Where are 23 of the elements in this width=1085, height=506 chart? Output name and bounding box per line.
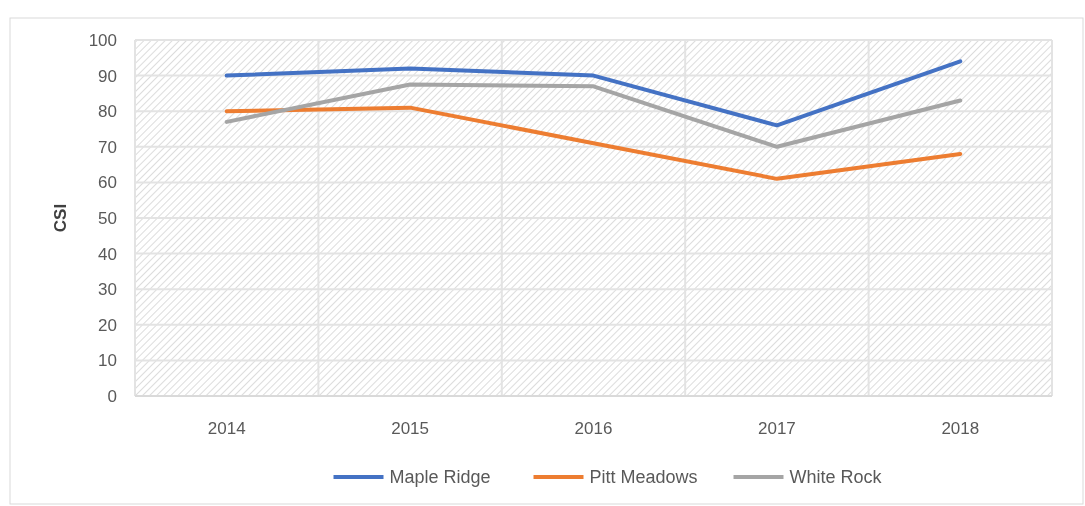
x-tick-label: 2014 xyxy=(207,419,246,438)
y-tick-label: 50 xyxy=(98,208,117,228)
y-tick-label: 0 xyxy=(107,386,117,406)
x-tick-label: 2016 xyxy=(574,419,613,438)
x-tick-label: 2017 xyxy=(757,419,796,438)
y-tick-label: 10 xyxy=(98,351,117,371)
line-series xyxy=(224,105,963,181)
y-tick-label: 80 xyxy=(98,102,117,122)
legend-label: Maple Ridge xyxy=(389,467,491,488)
x-tick-label: 2018 xyxy=(941,419,980,438)
line-series xyxy=(224,59,963,128)
y-tick-label: 30 xyxy=(98,280,117,300)
y-axis-title: CSI xyxy=(51,203,70,233)
line-series xyxy=(224,82,963,149)
y-tick-label: 90 xyxy=(98,66,117,86)
y-tick-label: 60 xyxy=(98,173,117,193)
legend-label: Pitt Meadows xyxy=(589,467,698,488)
y-tick-label: 100 xyxy=(88,30,117,50)
y-tick-label: 70 xyxy=(98,137,117,157)
legend-label: White Rock xyxy=(789,467,883,488)
x-tick-label: 2015 xyxy=(391,419,430,438)
y-tick-label: 20 xyxy=(98,315,117,335)
y-tick-label: 40 xyxy=(98,244,117,264)
